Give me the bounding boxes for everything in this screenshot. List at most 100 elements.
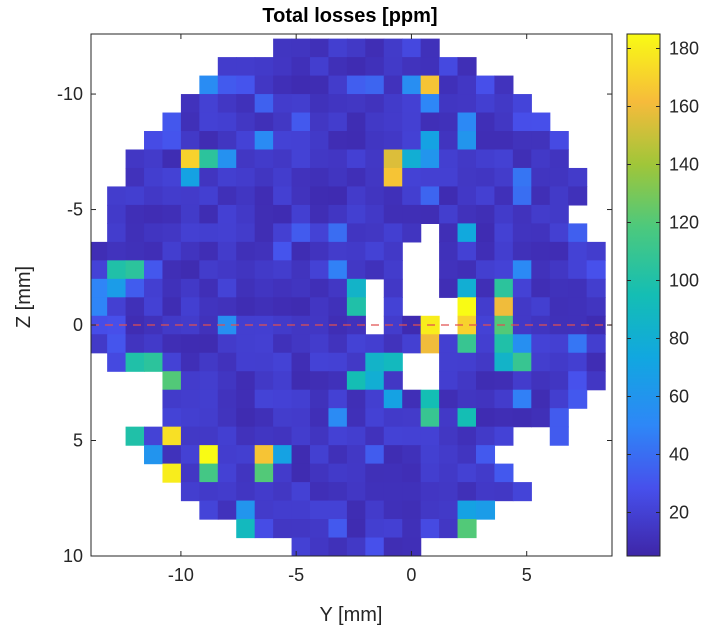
heatmap-cell [328, 482, 348, 502]
x-tick-label: -5 [288, 565, 304, 585]
heatmap-cell [568, 315, 588, 335]
heatmap-cell [346, 38, 366, 58]
heatmap-cell [494, 482, 514, 502]
crosshair [91, 324, 612, 326]
heatmap-cell [254, 482, 274, 502]
heatmap-cell [180, 334, 200, 354]
heatmap-cell [586, 241, 606, 261]
heatmap-cell [273, 519, 293, 539]
heatmap-cell [291, 149, 311, 169]
heatmap-cell [457, 426, 477, 446]
heatmap-cell [568, 371, 588, 391]
heatmap-cell [365, 260, 385, 280]
heatmap-cell [457, 334, 477, 354]
heatmap-cell [291, 352, 311, 372]
heatmap-cell [180, 463, 200, 483]
heatmap-cell [144, 167, 164, 188]
heatmap-cell [475, 204, 496, 224]
heatmap-cell [402, 38, 422, 58]
heatmap-cell [236, 167, 256, 188]
heatmap-cell [199, 260, 219, 280]
heatmap-cell [494, 408, 514, 428]
heatmap-cell [144, 334, 164, 354]
heatmap-cell [383, 315, 403, 335]
heatmap-cell [512, 371, 532, 391]
heatmap-cell [125, 223, 145, 243]
heatmap-cell [180, 371, 200, 391]
heatmap-cell [236, 260, 256, 280]
heatmap-cell [236, 186, 256, 206]
heatmap-cell [420, 38, 440, 58]
heatmap-cell [494, 278, 514, 298]
heatmap-cell [310, 426, 330, 446]
heatmap-cell [475, 167, 496, 188]
heatmap-cell [310, 260, 330, 280]
heatmap-cell [217, 75, 237, 95]
heatmap-cell [494, 75, 514, 95]
heatmap-cell [291, 75, 311, 95]
heatmap-cell [549, 278, 569, 298]
heatmap-cell [512, 167, 532, 188]
heatmap-cell [236, 389, 256, 409]
heatmap-cell [91, 297, 108, 317]
heatmap-cell [180, 426, 200, 446]
heatmap-cell [199, 426, 219, 446]
heatmap-cell [310, 334, 330, 354]
heatmap-cell [383, 408, 403, 428]
heatmap-cell [512, 352, 532, 372]
heatmap-cell [402, 334, 422, 354]
y-tick-label: 5 [73, 431, 83, 451]
heatmap-cell [273, 75, 293, 95]
heatmap-cell [549, 371, 569, 391]
heatmap-cell [91, 315, 108, 335]
colorbar-ticks: 20 40 60 80 100 120 140 160 180 [627, 39, 699, 523]
heatmap-cell [568, 334, 588, 354]
heatmap-cell [346, 260, 366, 280]
heatmap-cell [254, 131, 274, 151]
heatmap-cell [346, 186, 366, 206]
heatmap-cell [420, 463, 440, 483]
heatmap-cell [457, 482, 477, 502]
heatmap-cell [383, 131, 403, 151]
heatmap-cell [291, 500, 311, 520]
heatmap-cell [512, 297, 532, 317]
heatmap-cell [439, 482, 459, 502]
heatmap-cell [383, 241, 403, 261]
heatmap-cell [310, 75, 330, 95]
heatmap-cell [217, 445, 237, 465]
heatmap-cell [107, 278, 127, 298]
heatmap-cell [531, 112, 551, 132]
heatmap-cell [180, 149, 200, 169]
heatmap-cell [457, 408, 477, 428]
heatmap-cell [199, 112, 219, 132]
heatmap-cell [254, 352, 274, 372]
heatmap-cell [531, 352, 551, 372]
heatmap-cell [107, 260, 127, 280]
heatmap-cell [383, 463, 403, 483]
heatmap-cell [180, 445, 200, 465]
heatmap-cell [273, 131, 293, 151]
heatmap-cell [457, 57, 477, 77]
heatmap-cell [365, 131, 385, 151]
heatmap-cell [383, 167, 403, 188]
y-tick-label: 10 [63, 546, 83, 566]
heatmap-cell [236, 500, 256, 520]
heatmap-cell [365, 334, 385, 354]
heatmap-cell [568, 278, 588, 298]
heatmap-cell [217, 131, 237, 151]
heatmap-cell [439, 389, 459, 409]
plot-area-border [90, 33, 613, 557]
heatmap-cell [383, 112, 403, 132]
heatmap-cell [199, 389, 219, 409]
heatmap-cell [439, 371, 459, 391]
heatmap-cell [531, 204, 551, 224]
heatmap-cell [549, 131, 569, 151]
heatmap-cell [439, 94, 459, 114]
heatmap-cell [217, 500, 237, 520]
heatmap-cell [291, 241, 311, 261]
heatmap-cell [402, 223, 422, 243]
heatmap-cell [402, 389, 422, 409]
heatmap-cell [236, 482, 256, 502]
heatmap-cell [439, 204, 459, 224]
heatmap-cell [310, 241, 330, 261]
